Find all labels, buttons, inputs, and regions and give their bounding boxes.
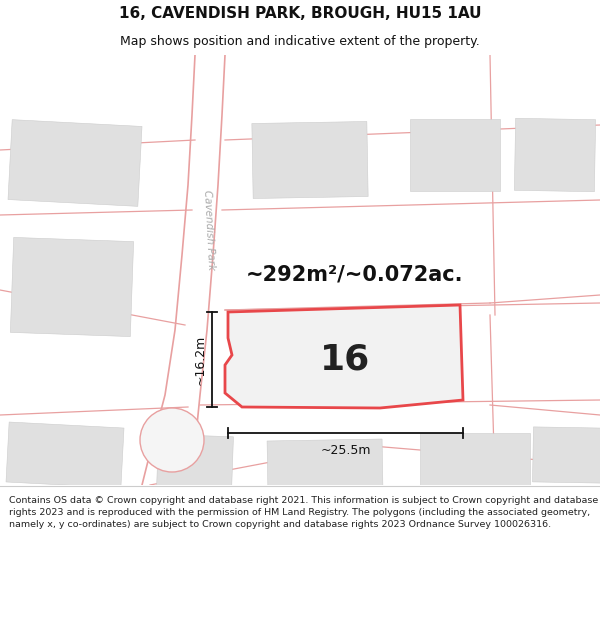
Polygon shape — [420, 432, 530, 488]
Polygon shape — [533, 427, 600, 483]
Polygon shape — [10, 238, 134, 337]
Text: Cavendish Park: Cavendish Park — [202, 189, 216, 271]
Text: 16, CAVENDISH PARK, BROUGH, HU15 1AU: 16, CAVENDISH PARK, BROUGH, HU15 1AU — [119, 6, 481, 21]
Polygon shape — [6, 422, 124, 488]
Polygon shape — [410, 119, 500, 191]
Polygon shape — [267, 439, 383, 491]
Text: ~292m²/~0.072ac.: ~292m²/~0.072ac. — [246, 265, 464, 285]
Polygon shape — [157, 434, 233, 492]
Polygon shape — [225, 305, 463, 408]
Text: ~16.2m: ~16.2m — [193, 334, 206, 384]
Polygon shape — [514, 118, 596, 192]
Text: Contains OS data © Crown copyright and database right 2021. This information is : Contains OS data © Crown copyright and d… — [9, 496, 598, 529]
Polygon shape — [8, 119, 142, 206]
Text: Map shows position and indicative extent of the property.: Map shows position and indicative extent… — [120, 35, 480, 48]
Polygon shape — [252, 121, 368, 199]
Text: ~25.5m: ~25.5m — [320, 444, 371, 456]
Circle shape — [140, 408, 204, 472]
Text: 16: 16 — [320, 343, 370, 377]
